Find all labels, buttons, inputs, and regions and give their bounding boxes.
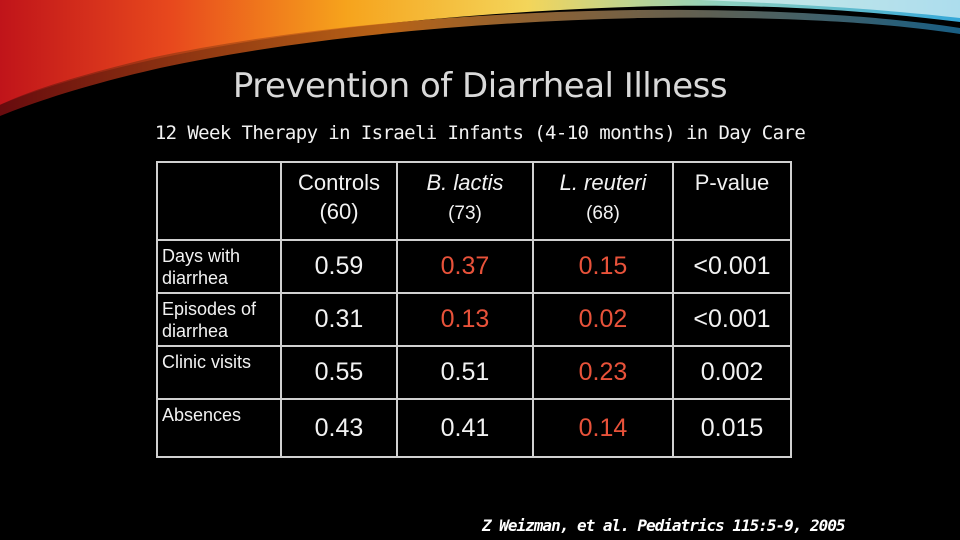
column-label: Controls — [298, 170, 380, 195]
row-label: Absences — [156, 398, 282, 458]
row-label: Episodes of diarrhea — [156, 292, 282, 347]
cell-controls: 0.31 — [280, 292, 398, 347]
table-row: Clinic visits 0.55 0.51 0.23 0.002 — [156, 345, 792, 400]
table-row: Days with diarrhea 0.59 0.37 0.15 <0.001 — [156, 239, 792, 294]
column-label: L. reuteri — [559, 170, 647, 195]
column-label: P-value — [694, 170, 770, 195]
table-header-row: Controls (60) B. lactis (73) L. reuteri … — [156, 161, 792, 241]
slide-title: Prevention of Diarrheal Illness — [232, 66, 728, 106]
cell-l-reuteri: 0.15 — [532, 239, 674, 294]
results-table: Controls (60) B. lactis (73) L. reuteri … — [156, 161, 792, 458]
row-label: Clinic visits — [156, 345, 282, 400]
cell-l-reuteri: 0.23 — [532, 345, 674, 400]
column-header-p-value: P-value — [672, 161, 792, 241]
column-n: (68) — [586, 202, 620, 224]
citation: Z Weizman, et al. Pediatrics 115:5-9, 20… — [482, 516, 846, 535]
cell-controls: 0.43 — [280, 398, 398, 458]
table-corner-cell — [156, 161, 282, 241]
cell-p-value: 0.015 — [672, 398, 792, 458]
cell-l-reuteri: 0.02 — [532, 292, 674, 347]
column-n: (60) — [319, 198, 359, 224]
column-n: (73) — [448, 202, 482, 224]
cell-p-value: <0.001 — [672, 292, 792, 347]
column-header-l-reuteri: L. reuteri (68) — [532, 161, 674, 241]
table-row: Episodes of diarrhea 0.31 0.13 0.02 <0.0… — [156, 292, 792, 347]
cell-p-value: <0.001 — [672, 239, 792, 294]
cell-l-reuteri: 0.14 — [532, 398, 674, 458]
decorative-ribbon — [0, 0, 960, 117]
column-header-controls: Controls (60) — [280, 161, 398, 241]
cell-b-lactis: 0.37 — [396, 239, 534, 294]
row-label: Days with diarrhea — [156, 239, 282, 294]
cell-b-lactis: 0.13 — [396, 292, 534, 347]
cell-b-lactis: 0.41 — [396, 398, 534, 458]
table-row: Absences 0.43 0.41 0.14 0.015 — [156, 398, 792, 458]
cell-p-value: 0.002 — [672, 345, 792, 400]
cell-controls: 0.59 — [280, 239, 398, 294]
column-label: B. lactis — [426, 170, 504, 195]
slide-subtitle: 12 Week Therapy in Israeli Infants (4-10… — [154, 122, 806, 144]
cell-b-lactis: 0.51 — [396, 345, 534, 400]
cell-controls: 0.55 — [280, 345, 398, 400]
column-header-b-lactis: B. lactis (73) — [396, 161, 534, 241]
